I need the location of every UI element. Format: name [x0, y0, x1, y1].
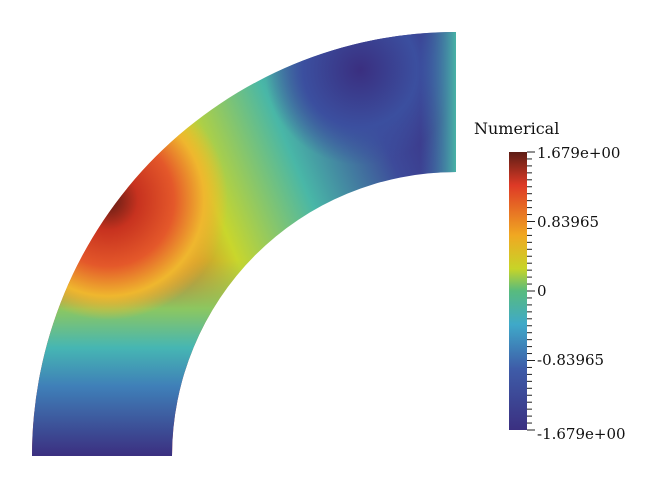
colorbar-gradient: [509, 152, 527, 430]
legend-lower-label: -0.83965: [537, 351, 604, 369]
colorbar: Numerical 1.679e+00 0.83965 0 -0.83965 -…: [474, 119, 626, 443]
legend-max-label: 1.679e+00: [537, 144, 620, 162]
legend-upper-label: 0.83965: [537, 213, 599, 231]
legend-mid-label: 0: [537, 282, 547, 300]
colorbar-ticks: [527, 151, 535, 431]
legend-title: Numerical: [474, 119, 559, 138]
annulus-domain: [32, 32, 456, 456]
legend-min-label: -1.679e+00: [537, 425, 626, 443]
